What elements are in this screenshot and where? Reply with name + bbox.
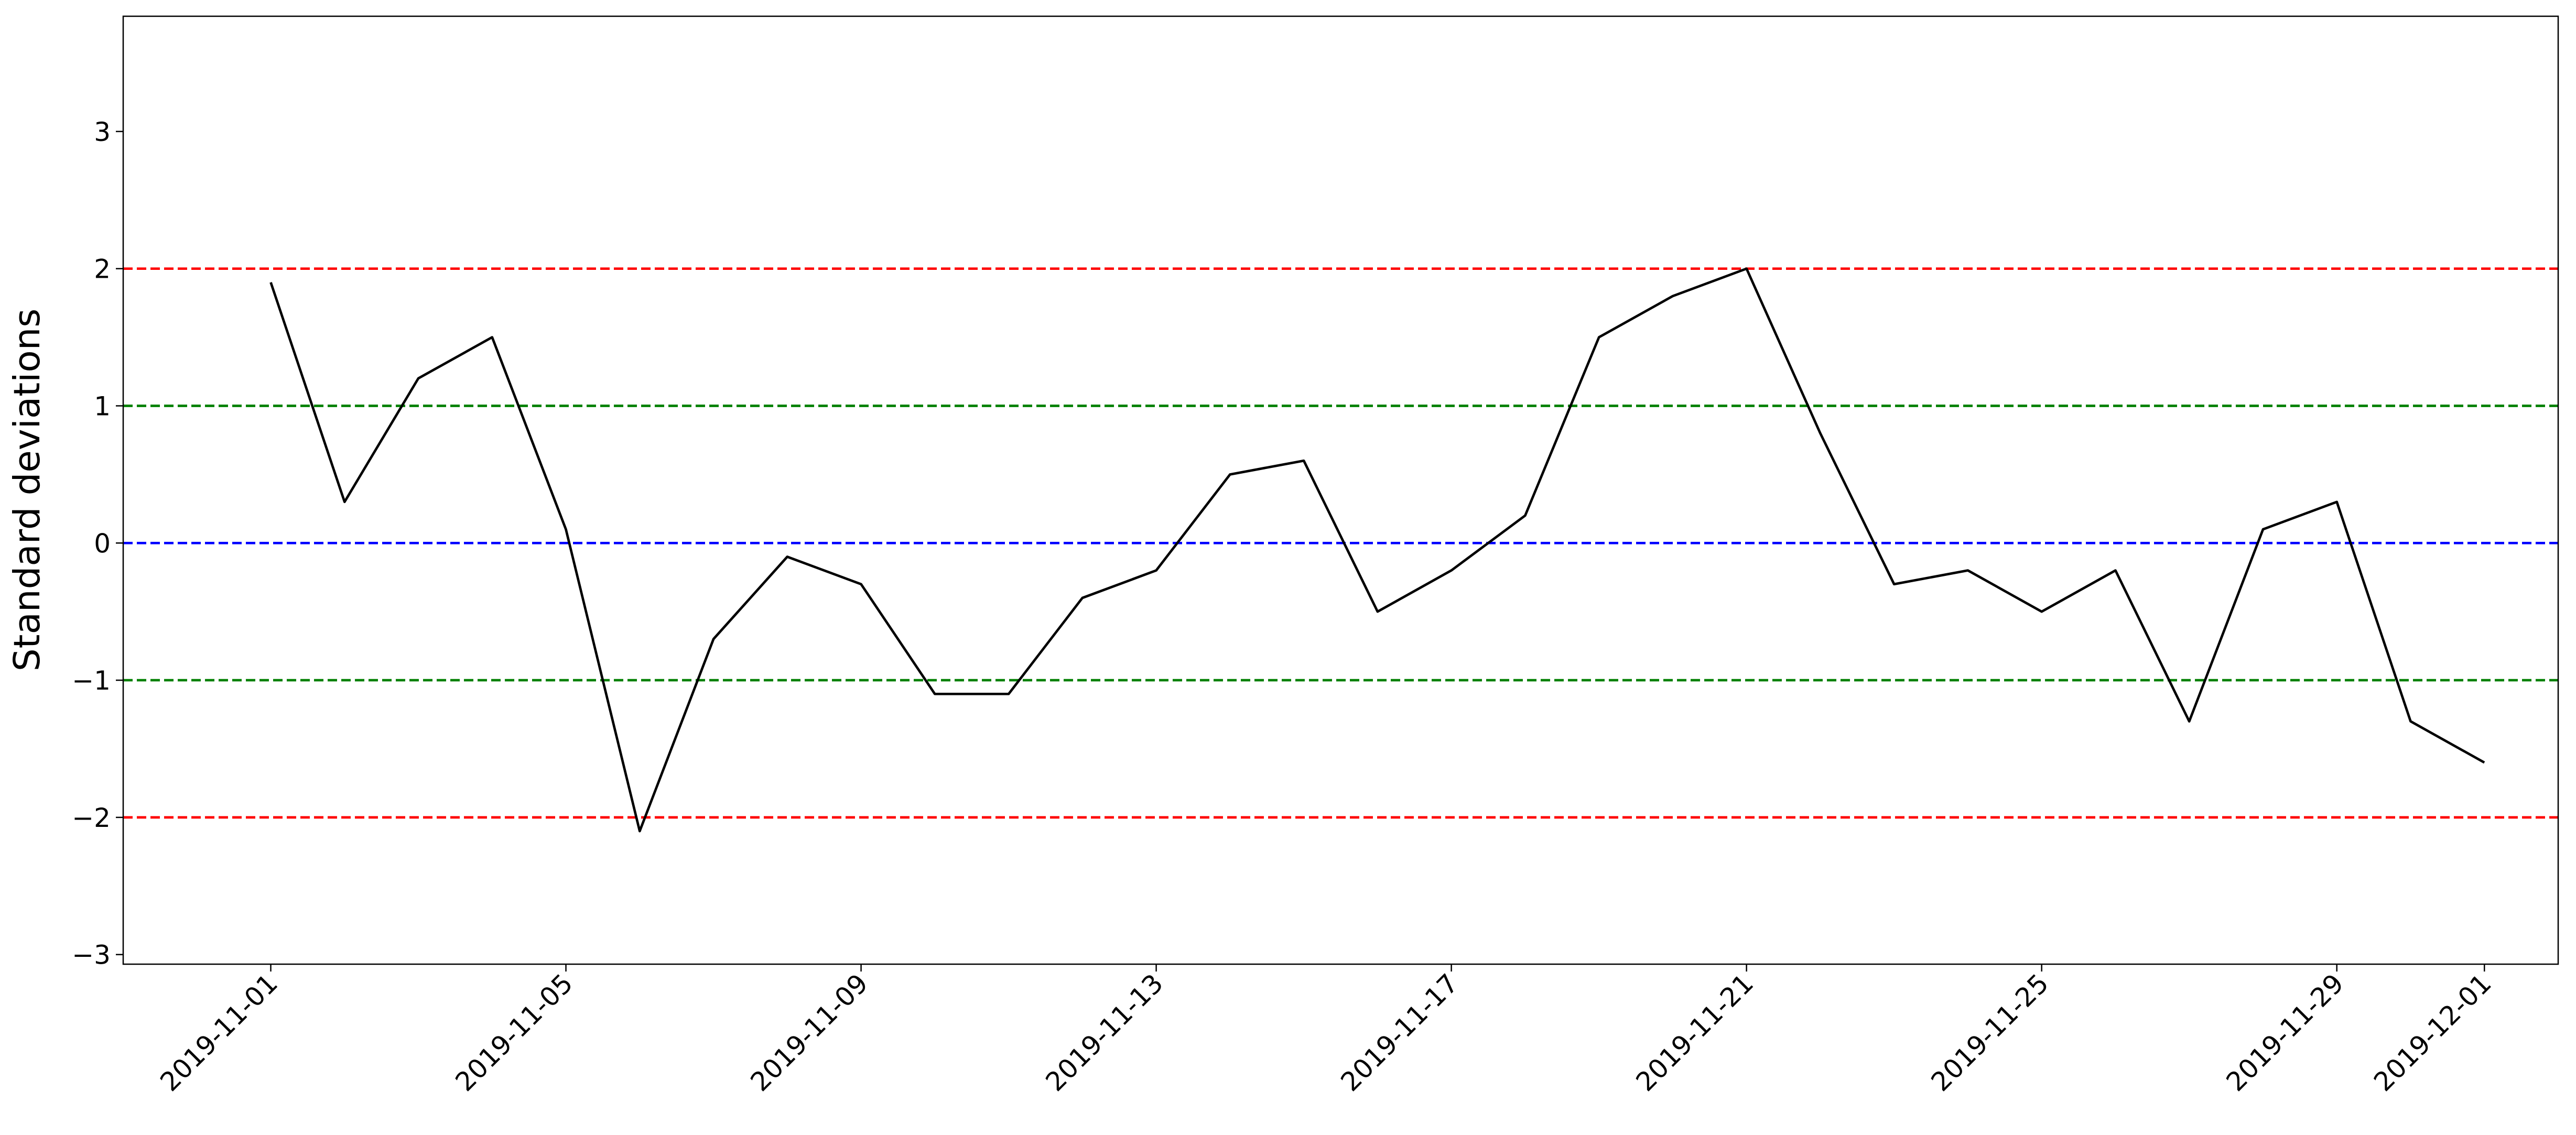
y-tick-label: 3 (94, 117, 111, 147)
x-tick-label: 2019-11-25 (1925, 968, 2054, 1097)
y-tick-label: 2 (94, 254, 111, 285)
y-tick-label: 1 (94, 391, 111, 421)
y-tick-label: −2 (72, 803, 111, 833)
x-tick-label: 2019-11-05 (450, 968, 579, 1097)
x-tick-label: 2019-11-13 (1040, 968, 1169, 1097)
x-tick-label: 2019-11-01 (155, 968, 284, 1097)
x-tick-label: 2019-11-29 (2221, 968, 2350, 1097)
plot-frame (122, 15, 2559, 965)
y-tick-label: −1 (72, 665, 111, 696)
data-line (269, 267, 2485, 833)
x-tick-label: 2019-11-21 (1630, 968, 1759, 1097)
y-tick-label: −3 (72, 940, 111, 970)
x-tick-label: 2019-11-17 (1335, 968, 1464, 1097)
y-axis-label: Standard deviations (6, 309, 48, 672)
x-tick-label: 2019-11-09 (745, 968, 874, 1097)
y-tick-label: 0 (94, 528, 111, 559)
x-tick-label: 2019-12-01 (2368, 968, 2497, 1097)
